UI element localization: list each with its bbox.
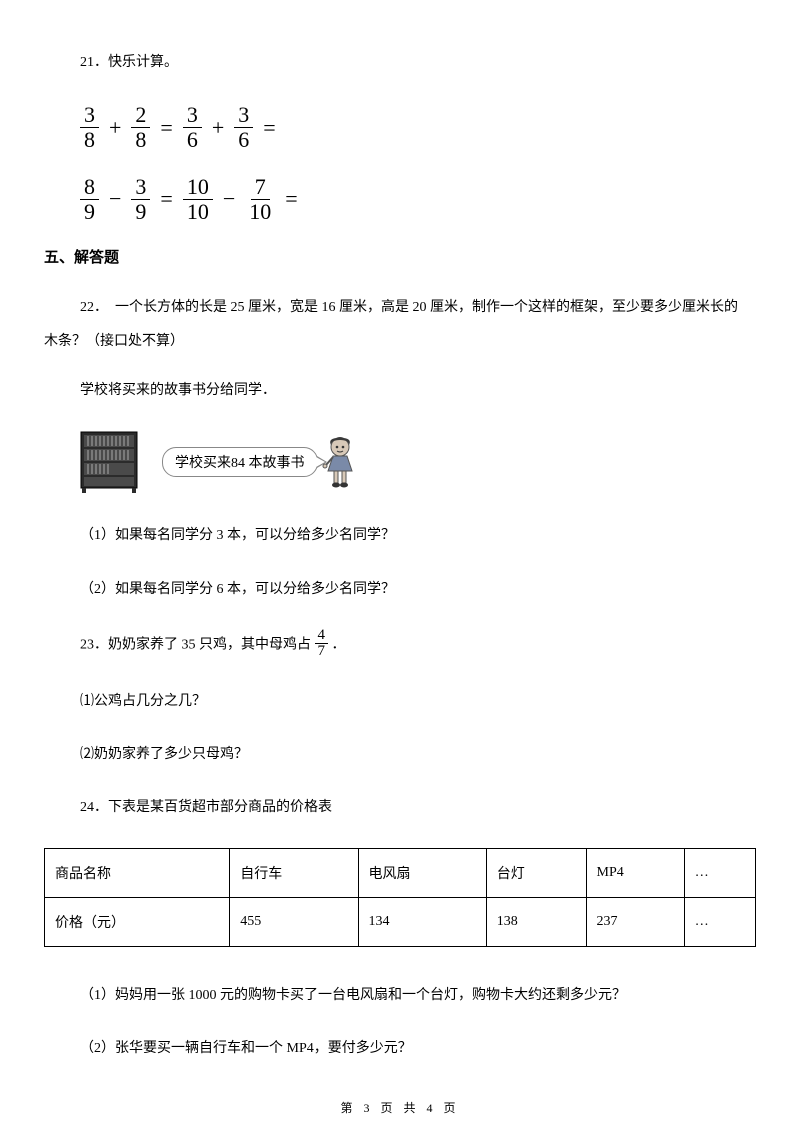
q21-label: 21．快乐计算。 <box>44 50 756 75</box>
fraction: 710 <box>245 175 275 224</box>
table-cell: MP4 <box>586 849 684 898</box>
page-footer: 第 3 页 共 4 页 <box>0 1099 800 1116</box>
fraction: 1010 <box>183 175 213 224</box>
table-cell: 237 <box>586 898 684 947</box>
fraction: 89 <box>80 175 99 224</box>
q24-label: 24．下表是某百货超市部分商品的价格表 <box>44 795 756 820</box>
fraction: 39 <box>131 175 150 224</box>
table-cell: 电风扇 <box>358 849 486 898</box>
fraction: 28 <box>131 103 150 152</box>
table-cell: 价格（元） <box>45 898 230 947</box>
fraction: 36 <box>234 103 253 152</box>
girl-icon <box>322 435 358 489</box>
q21-equation-1: 38 + 28 = 36 + 36 = <box>44 103 756 152</box>
table-cell: … <box>684 898 755 947</box>
table-cell: 台灯 <box>486 849 586 898</box>
table-cell: 商品名称 <box>45 849 230 898</box>
table-row: 价格（元） 455 134 138 237 … <box>45 898 756 947</box>
q24-sub2: （2）张华要买一辆自行车和一个 MP4，要付多少元？ <box>44 1036 756 1061</box>
q23-sub2: ⑵奶奶家养了多少只母鸡？ <box>44 742 756 767</box>
fraction: 36 <box>183 103 202 152</box>
q23-label: 23．奶奶家养了 35 只鸡，其中母鸡占 47 ． <box>44 630 756 661</box>
table-row: 商品名称 自行车 电风扇 台灯 MP4 … <box>45 849 756 898</box>
table-cell: 134 <box>358 898 486 947</box>
q21-equation-2: 89 − 39 = 1010 − 710 = <box>44 175 756 224</box>
table-cell: 自行车 <box>230 849 358 898</box>
bookshelf-icon <box>80 431 138 493</box>
fraction: 38 <box>80 103 99 152</box>
q22-text: 22． 一个长方体的长是 25 厘米，宽是 16 厘米，高是 20 厘米，制作一… <box>44 291 756 358</box>
q22-sub1: （1）如果每名同学分 3 本，可以分给多少名同学？ <box>44 523 756 548</box>
section-5-title: 五、解答题 <box>44 246 756 267</box>
q24-sub1: （1）妈妈用一张 1000 元的购物卡买了一台电风扇和一个台灯，购物卡大约还剩多… <box>44 983 756 1008</box>
table-cell: 455 <box>230 898 358 947</box>
q22-story-intro: 学校将买来的故事书分给同学． <box>44 378 756 403</box>
price-table: 商品名称 自行车 电风扇 台灯 MP4 … 价格（元） 455 134 138 … <box>44 848 756 947</box>
fraction: 47 <box>315 628 329 659</box>
q23-sub1: ⑴公鸡占几分之几？ <box>44 689 756 714</box>
table-cell: … <box>684 849 755 898</box>
speech-bubble: 学校买来84 本故事书 <box>162 447 318 477</box>
table-cell: 138 <box>486 898 586 947</box>
q22-sub2: （2）如果每名同学分 6 本，可以分给多少名同学？ <box>44 577 756 602</box>
q22-illustration: 学校买来84 本故事书 <box>44 431 756 493</box>
